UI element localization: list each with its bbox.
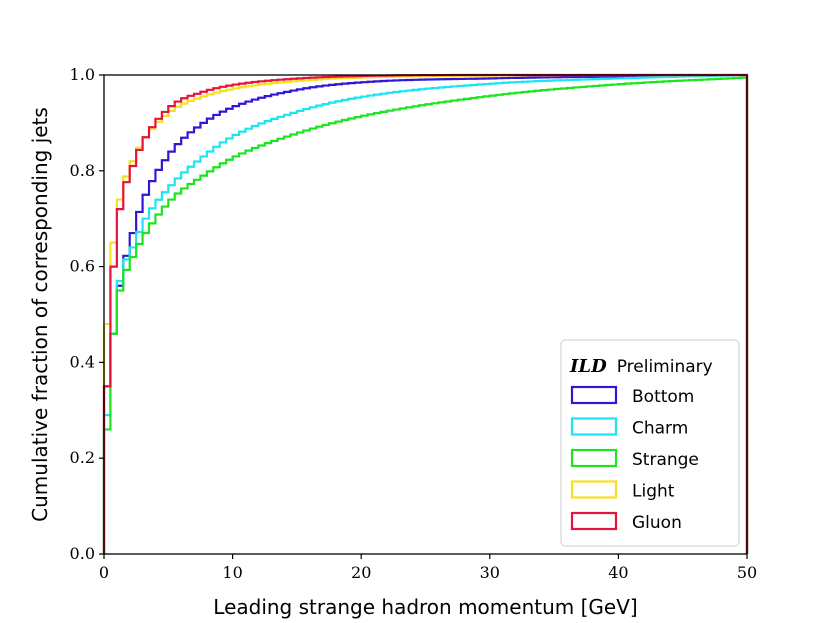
series-line-charm [102,74,749,554]
y-tick-label: 0.4 [70,352,95,371]
legend: ILD Preliminary Bottom Charm Strange Light G… [560,339,740,547]
x-tick-label: 30 [480,563,500,582]
plot-frame [103,74,748,555]
y-axis-label: Cumulative fraction of corresponding jet… [28,107,52,522]
legend-title-ild: ILD [569,356,607,377]
x-tick-label: 10 [222,563,242,582]
y-tick-label: 1.0 [70,65,95,84]
x-axis-label: Leading strange hadron momentum [GeV] [213,595,637,619]
legend-label-charm: Charm [632,419,688,439]
x-tick-label: 40 [608,563,628,582]
legend-label-light: Light [632,482,675,502]
y-tick-label: 0.2 [70,448,95,467]
legend-swatch-charm [570,417,618,436]
y-tick-label: 0.8 [70,161,95,180]
legend-title-preliminary: Preliminary [617,357,713,377]
series-line-bottom [102,73,749,554]
legend-box [560,339,740,547]
x-tick-label: 50 [737,563,757,582]
legend-title: ILD Preliminary [569,356,713,377]
y-tick-label: 0.6 [70,257,95,276]
legend-items: Bottom Charm Strange Light Gluon [570,385,699,533]
x-tick-label: 20 [351,563,371,582]
x-tick-label: 0 [99,563,109,582]
y-tick-label: 0.0 [70,544,95,563]
legend-swatch-bottom [570,385,618,405]
legend-label-strange: Strange [632,450,699,470]
legend-swatch-light [570,480,618,499]
ticks-layer: 0 10 20 30 40 50 0.0 0.2 0.4 0.6 0.8 1.0 [70,65,758,582]
legend-swatch-gluon [570,511,618,531]
legend-label-gluon: Gluon [632,513,682,533]
legend-label-bottom: Bottom [632,387,694,407]
series-line-strange [102,76,749,554]
legend-swatch-strange [570,448,618,468]
